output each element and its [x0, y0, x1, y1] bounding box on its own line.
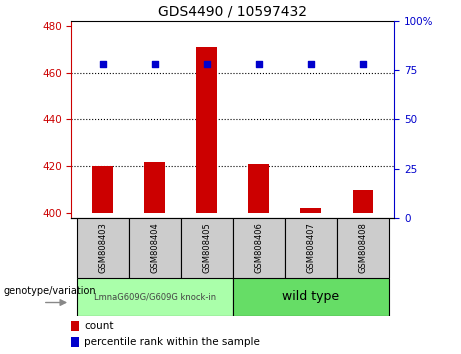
- Text: percentile rank within the sample: percentile rank within the sample: [84, 337, 260, 347]
- Bar: [196, 47, 217, 213]
- Bar: [77, 278, 233, 316]
- Text: GSM808407: GSM808407: [307, 222, 315, 273]
- Bar: [233, 218, 285, 278]
- Bar: [144, 161, 165, 213]
- Text: GSM808406: GSM808406: [254, 222, 263, 273]
- Bar: [285, 218, 337, 278]
- Point: [359, 62, 366, 67]
- Bar: [129, 218, 181, 278]
- Text: GSM808403: GSM808403: [98, 222, 107, 273]
- Point: [151, 62, 159, 67]
- Point: [255, 62, 262, 67]
- Bar: [92, 166, 113, 213]
- Text: LmnaG609G/G609G knock-in: LmnaG609G/G609G knock-in: [94, 292, 216, 301]
- Text: GSM808405: GSM808405: [202, 222, 211, 273]
- Bar: [337, 218, 389, 278]
- Point: [203, 62, 211, 67]
- Bar: [353, 190, 373, 213]
- Point: [99, 62, 106, 67]
- Bar: [181, 218, 233, 278]
- Text: genotype/variation: genotype/variation: [4, 286, 96, 296]
- Bar: [71, 337, 79, 347]
- Text: GSM808404: GSM808404: [150, 222, 159, 273]
- Text: wild type: wild type: [282, 290, 339, 303]
- Title: GDS4490 / 10597432: GDS4490 / 10597432: [158, 5, 307, 19]
- Bar: [233, 278, 389, 316]
- Text: GSM808408: GSM808408: [358, 222, 367, 273]
- Bar: [248, 164, 269, 213]
- Bar: [77, 218, 129, 278]
- Point: [307, 62, 314, 67]
- Bar: [71, 321, 79, 331]
- Text: count: count: [84, 321, 113, 331]
- Bar: [301, 209, 321, 213]
